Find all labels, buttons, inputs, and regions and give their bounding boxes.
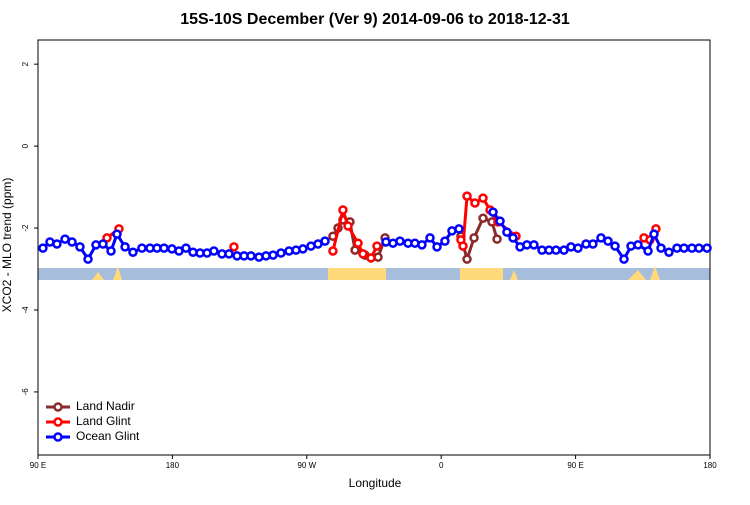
data-point [559,245,569,255]
data-point [603,236,613,246]
data-point [502,227,512,237]
x-tick-label: 90 W [297,461,316,470]
data-point [656,243,666,253]
land-region [92,272,104,280]
data-point [679,243,689,253]
data-point [573,243,583,253]
land-region [328,268,386,280]
x-tick-label: 90 E [30,461,46,470]
data-point [643,246,653,256]
data-point [596,233,606,243]
data-point [353,238,363,248]
data-point [98,239,108,249]
y-tick-label: 0 [21,143,30,148]
data-point [495,216,505,226]
data-point [395,236,405,246]
data-point [276,248,286,258]
data-point [469,233,479,243]
data-point [633,240,643,250]
data-point [619,254,629,264]
data-point [112,229,122,239]
data-point [454,224,464,234]
data-point [551,245,561,255]
data-point [462,254,472,264]
data-point [458,241,468,251]
data-point [702,243,712,253]
data-point [372,241,382,251]
data-point [338,205,348,215]
legend-marker [53,402,63,412]
data-point [52,239,62,249]
y-tick-label: 2 [21,61,30,66]
x-tick-label: 90 E [567,461,583,470]
data-point [159,243,169,253]
data-point [229,242,239,252]
data-point [508,233,518,243]
data-point [137,243,147,253]
land-region [628,270,646,280]
land-mask [38,266,710,280]
data-point [417,240,427,250]
data-point [328,246,338,256]
data-point [67,237,77,247]
data-point [75,242,85,252]
land-region [113,266,122,280]
data-point [440,236,450,246]
data-point [83,254,93,264]
land-region [460,268,503,280]
y-axis-label: XCO2 - MLO trend (ppm) [0,178,14,313]
x-tick-label: 180 [703,461,717,470]
data-point [366,253,376,263]
data-point [664,247,674,257]
x-axis-label: Longitude [349,476,402,490]
data-point [478,213,488,223]
data-point [610,241,620,251]
legend-marker [53,417,63,427]
data-point [120,242,130,252]
data-point [38,243,48,253]
data-point [694,243,704,253]
land-region [510,270,518,280]
x-tick-label: 0 [439,461,444,470]
data-point [298,244,308,254]
data-point [432,242,442,252]
data-point [102,233,112,243]
data-point [224,249,234,259]
y-tick-label: -2 [21,224,30,232]
data-point [358,249,368,259]
x-tick-label: 180 [166,461,180,470]
data-point [470,198,480,208]
legend-marker [53,432,63,442]
y-tick-label: -6 [21,388,30,396]
data-point [588,239,598,249]
land-region [650,266,660,280]
data-point [343,221,353,231]
data-point [649,229,659,239]
y-tick-label: -4 [21,306,30,314]
data-point [106,246,116,256]
data-point [425,233,435,243]
data-point [181,243,191,253]
legend-label: Land Nadir [76,399,135,413]
legend-label: Ocean Glint [76,429,140,443]
data-point [529,240,539,250]
data-point [128,247,138,257]
data-point [488,207,498,217]
data-point [462,191,472,201]
data-point [320,236,330,246]
data-point [209,246,219,256]
legend-label: Land Glint [76,414,131,428]
data-point [478,193,488,203]
chart-title: 15S-10S December (Ver 9) 2014-09-06 to 2… [180,11,570,28]
data-point [268,250,278,260]
data-point [492,234,502,244]
data-point [246,251,256,261]
